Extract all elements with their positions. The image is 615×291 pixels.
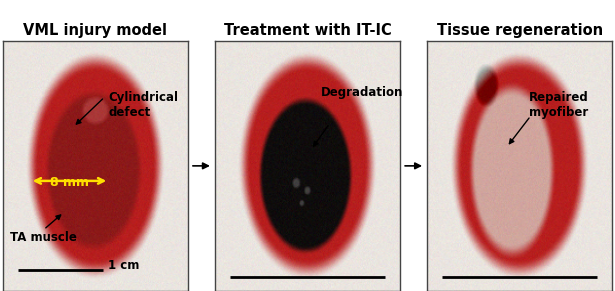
Text: 1 cm: 1 cm — [108, 259, 140, 272]
Text: VML injury model: VML injury model — [23, 23, 167, 38]
Text: Treatment with IT-IC: Treatment with IT-IC — [224, 23, 391, 38]
Text: 8 mm: 8 mm — [50, 176, 89, 189]
Text: Repaired
myofiber: Repaired myofiber — [529, 91, 589, 119]
Text: Degradation: Degradation — [320, 86, 403, 99]
Text: Tissue regeneration: Tissue regeneration — [437, 23, 603, 38]
Text: TA muscle: TA muscle — [10, 231, 77, 244]
Text: Cylindrical
defect: Cylindrical defect — [108, 91, 178, 119]
